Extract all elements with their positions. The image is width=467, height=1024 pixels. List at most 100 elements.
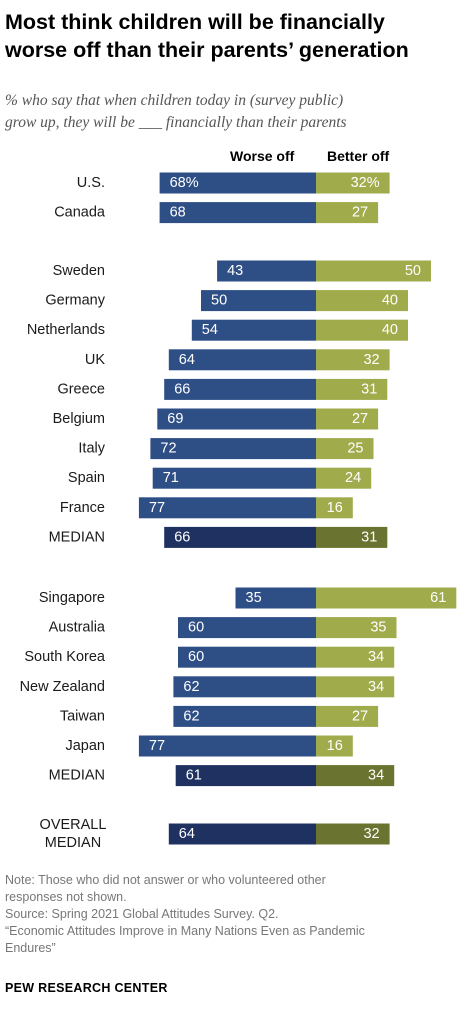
row-label: UK: [85, 352, 105, 368]
row-label: MEDIAN: [45, 835, 101, 851]
subtitle-line-2: grow up, they will be ___ financially th…: [5, 114, 347, 131]
row-label: Italy: [78, 441, 105, 457]
data-label-better: 35: [370, 620, 386, 636]
row-label: Canada: [54, 205, 106, 221]
bar-worse-off: [178, 617, 316, 639]
row-label: U.S.: [77, 175, 105, 191]
data-label-worse: 35: [246, 590, 262, 606]
row-label: Taiwan: [60, 708, 105, 724]
row-label: Belgium: [53, 411, 105, 427]
bar-better-off: [316, 202, 379, 224]
chart-subtitle: % who say that when children today in (s…: [5, 90, 465, 134]
row-label: Japan: [65, 738, 105, 754]
bar-worse-off: [150, 438, 316, 460]
bar-better-off: [316, 172, 390, 194]
note-line: responses not shown.: [5, 890, 127, 904]
data-label-worse: 54: [202, 322, 218, 338]
data-label-better: 34: [368, 649, 384, 665]
bar-better-off: [316, 290, 408, 312]
row-label: South Korea: [24, 649, 106, 665]
data-label-worse: 61: [186, 768, 202, 784]
bar-better-off: [316, 319, 408, 341]
source-note: Note: Those who did not answer or who vo…: [5, 872, 460, 957]
data-label-worse: 66: [174, 529, 190, 545]
bar-worse-off: [178, 646, 316, 668]
data-label-better: 16: [327, 500, 343, 516]
brand-logo-text: PEW RESEARCH CENTER: [5, 981, 168, 995]
bar-better-off: [316, 378, 388, 400]
bar-worse-off: [173, 676, 316, 698]
bar-worse-off: [159, 202, 316, 224]
bar-worse-off: [175, 765, 316, 787]
note-line: “Economic Attitudes Improve in Many Nati…: [5, 924, 365, 938]
bar-better-off: [316, 646, 395, 668]
bar-better-off: [316, 705, 379, 727]
bar-worse-off: [159, 172, 316, 194]
row-label: France: [60, 500, 105, 516]
bar-better-off: [316, 765, 395, 787]
chart-title: Most think children will be financially …: [5, 8, 465, 64]
data-label-worse: 43: [227, 263, 243, 279]
bar-worse-off: [173, 705, 316, 727]
data-label-better: 16: [327, 738, 343, 754]
bar-worse-off: [157, 408, 316, 430]
data-label-better: 40: [382, 293, 398, 309]
row-label: Spain: [68, 470, 105, 486]
bar-better-off: [316, 438, 374, 460]
data-label-worse: 66: [174, 381, 190, 397]
data-label-better: 50: [405, 263, 421, 279]
data-label-better: 32%: [351, 175, 380, 191]
bar-better-off: [316, 617, 397, 639]
column-header-worse: Worse off: [230, 148, 295, 164]
row-label: Greece: [57, 381, 105, 397]
note-line: Endures”: [5, 941, 56, 955]
bar-worse-off: [152, 467, 316, 489]
data-label-better: 31: [361, 529, 377, 545]
data-label-worse: 77: [149, 738, 165, 754]
row-label: Netherlands: [27, 322, 105, 338]
column-header-better: Better off: [327, 148, 390, 164]
row-label: MEDIAN: [49, 529, 105, 545]
data-label-worse: 62: [183, 679, 199, 695]
bar-worse-off: [235, 587, 316, 609]
bar-better-off: [316, 823, 390, 845]
data-label-worse: 64: [179, 352, 195, 368]
data-label-worse: 72: [160, 441, 176, 457]
bar-worse-off: [191, 319, 316, 341]
data-label-better: 25: [347, 441, 363, 457]
row-label: New Zealand: [20, 679, 105, 695]
data-label-better: 27: [352, 411, 368, 427]
data-label-better: 61: [430, 590, 446, 606]
data-label-better: 27: [352, 708, 368, 724]
bar-better-off: [316, 676, 395, 698]
data-label-better: 27: [352, 205, 368, 221]
subtitle-line-1: % who say that when children today in (s…: [5, 92, 344, 109]
row-label: Germany: [45, 293, 105, 309]
bar-better-off: [316, 349, 390, 371]
bar-worse-off: [201, 290, 316, 312]
data-label-worse: 69: [167, 411, 183, 427]
note-line: Note: Those who did not answer or who vo…: [5, 873, 326, 887]
bar-worse-off: [138, 497, 316, 519]
data-label-better: 24: [345, 470, 361, 486]
data-label-worse: 62: [183, 708, 199, 724]
bar-better-off: [316, 260, 431, 282]
bar-better-off: [316, 497, 353, 519]
bar-worse-off: [164, 378, 316, 400]
data-label-better: 31: [361, 381, 377, 397]
row-label: Sweden: [53, 263, 105, 279]
bar-worse-off: [164, 526, 316, 548]
row-label: MEDIAN: [49, 768, 105, 784]
data-label-worse: 77: [149, 500, 165, 516]
bar-better-off: [316, 587, 457, 609]
row-label: Australia: [49, 620, 106, 636]
title-line-2: worse off than their parents’ generation: [5, 38, 409, 62]
bar-better-off: [316, 467, 372, 489]
bar-better-off: [316, 526, 388, 548]
data-label-better: 32: [363, 352, 379, 368]
data-label-worse: 60: [188, 620, 204, 636]
data-label-better: 34: [368, 768, 384, 784]
bar-better-off: [316, 408, 379, 430]
bar-worse-off: [217, 260, 316, 282]
